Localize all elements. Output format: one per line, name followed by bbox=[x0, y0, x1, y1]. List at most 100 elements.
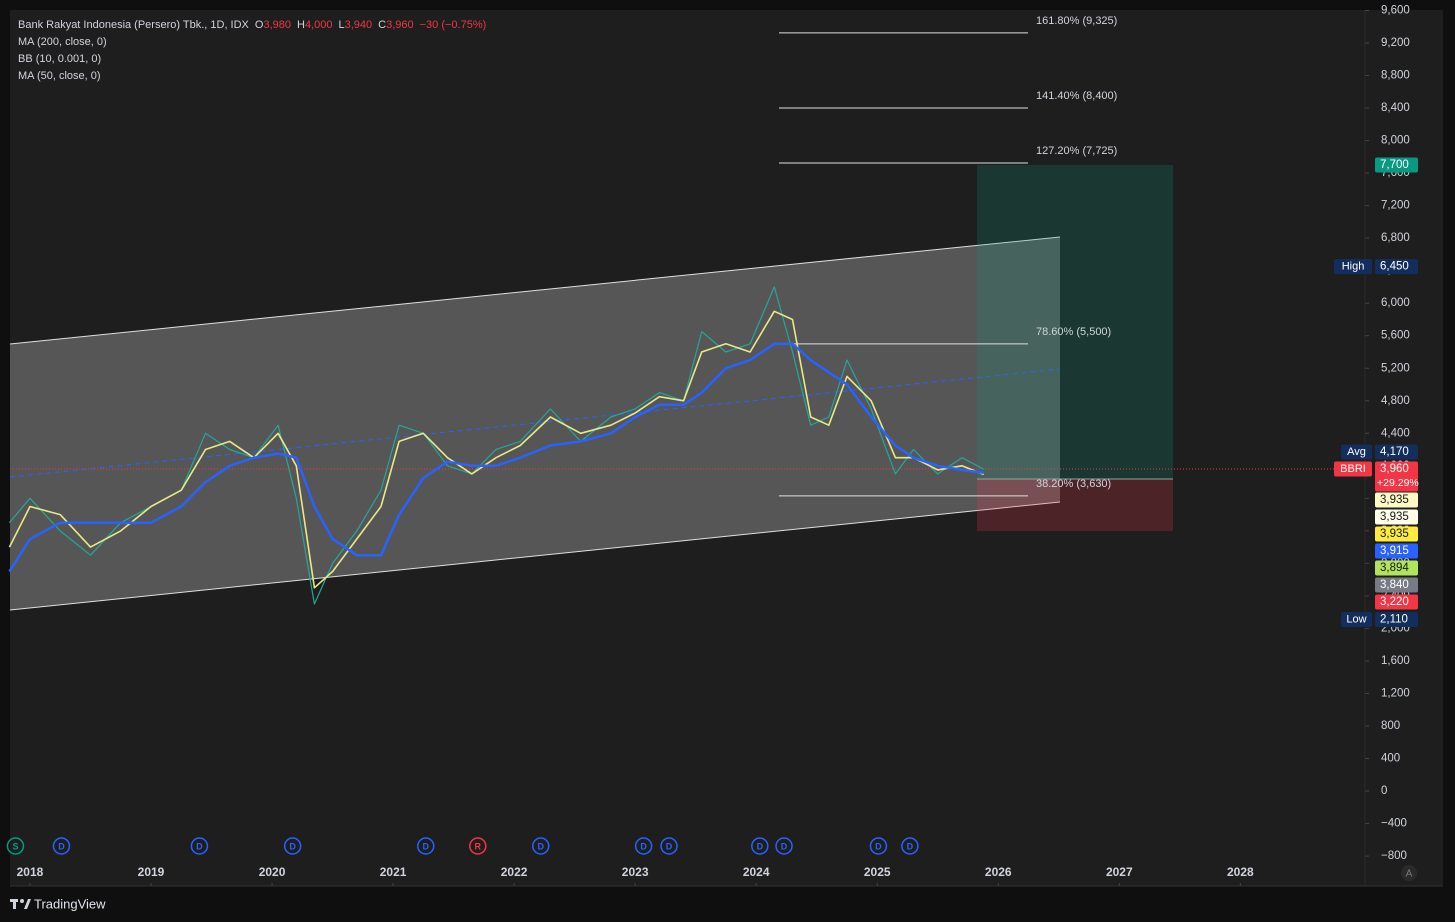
legend-text: C bbox=[378, 19, 386, 31]
series-line bbox=[8, 342, 984, 573]
y-tick-label: 5,600 bbox=[1381, 330, 1410, 342]
legend-line: Bank Rakyat Indonesia (Persero) Tbk., 1D… bbox=[18, 19, 486, 31]
price-tag-name: Low bbox=[1346, 613, 1366, 625]
x-tick-label: 2021 bbox=[380, 865, 407, 879]
indicator-tag bbox=[1375, 492, 1418, 508]
event-letter: D bbox=[757, 841, 764, 851]
x-tick-label: 2020 bbox=[259, 865, 286, 879]
price-tag-name: High bbox=[1342, 261, 1365, 273]
price-tag bbox=[1375, 259, 1418, 275]
indicator-tag bbox=[1375, 577, 1418, 593]
price-tag-value: 2,110 bbox=[1380, 614, 1408, 626]
legend-text: L bbox=[338, 19, 344, 31]
long-position-stop bbox=[977, 479, 1173, 531]
indicator-tag-value: 3,935 bbox=[1380, 528, 1409, 540]
legend: Bank Rakyat Indonesia (Persero) Tbk., 1D… bbox=[18, 19, 486, 31]
price-tag-name-bg bbox=[1341, 611, 1372, 627]
indicator-legend: BB (10, 0.001, 0) bbox=[18, 53, 101, 65]
price-tag-value: 4,170 bbox=[1380, 446, 1409, 458]
x-tick-label: 2022 bbox=[501, 865, 528, 879]
y-tick-label: 1,600 bbox=[1381, 655, 1410, 667]
parallel-channel bbox=[10, 237, 1060, 610]
y-tick-label: 8,400 bbox=[1381, 102, 1410, 114]
event-letter: D bbox=[640, 841, 647, 851]
y-tick-label: 8,800 bbox=[1381, 70, 1410, 82]
y-tick-label: 6,800 bbox=[1381, 232, 1410, 244]
logo-mark bbox=[24, 899, 31, 909]
series-line bbox=[8, 286, 984, 605]
event-letter: R bbox=[475, 841, 482, 851]
indicator-tag bbox=[1375, 509, 1418, 525]
indicator-tag bbox=[1375, 543, 1418, 559]
legend-text: 3,960 bbox=[386, 19, 414, 31]
price-tag-value: 7,700 bbox=[1380, 159, 1409, 171]
x-tick-label: 2024 bbox=[743, 865, 770, 879]
event-letter: D bbox=[289, 841, 296, 851]
indicator-tag bbox=[1375, 594, 1418, 610]
event-letter: D bbox=[907, 841, 914, 851]
event-letter: D bbox=[537, 841, 544, 851]
x-tick-label: 2025 bbox=[864, 865, 891, 879]
event-marker bbox=[775, 837, 793, 855]
event-marker bbox=[901, 837, 919, 855]
fib-label: 141.40% (8,400) bbox=[1036, 90, 1117, 102]
price-tag-value: 3,960 bbox=[1380, 463, 1409, 475]
indicator-tag bbox=[1375, 526, 1418, 542]
event-letter: D bbox=[875, 841, 882, 851]
channel-bottom bbox=[9, 501, 1061, 611]
price-tag bbox=[1375, 157, 1418, 173]
indicator-tag-value: 3,840 bbox=[1380, 579, 1409, 591]
event-marker bbox=[283, 837, 302, 855]
indicator-tag bbox=[1375, 560, 1418, 576]
pane bbox=[10, 10, 1443, 886]
y-tick-label: 4,400 bbox=[1381, 427, 1410, 439]
event-marker bbox=[417, 837, 435, 855]
indicator-tag-value: 3,935 bbox=[1380, 494, 1409, 506]
logo-mark bbox=[20, 899, 24, 903]
fib-label: 78.60% (5,500) bbox=[1036, 326, 1111, 338]
indicator-legend: MA (50, close, 0) bbox=[18, 70, 101, 82]
price-tag bbox=[1375, 611, 1418, 627]
x-tick-label: 2023 bbox=[622, 865, 649, 879]
y-tick-label: 6,000 bbox=[1381, 297, 1410, 309]
channel-top bbox=[9, 236, 1061, 345]
event-marker bbox=[52, 837, 71, 855]
y-tick-label: 0 bbox=[1381, 785, 1387, 797]
price-tag bbox=[1375, 444, 1418, 460]
x-tick-label: 2019 bbox=[138, 865, 165, 879]
event-marker bbox=[6, 837, 25, 855]
indicator-tag-value: 3,894 bbox=[1380, 562, 1409, 574]
auto-scale-label: A bbox=[1406, 869, 1413, 880]
legend-text: 3,940 bbox=[345, 19, 373, 31]
legend-text: O bbox=[255, 19, 264, 31]
event-letter: D bbox=[58, 841, 65, 851]
y-tick-label: 7,200 bbox=[1381, 200, 1410, 212]
legend-text: Bank Rakyat Indonesia (Persero) Tbk., 1D… bbox=[18, 19, 250, 31]
event-marker bbox=[634, 837, 653, 855]
y-tick-label: 8,000 bbox=[1381, 135, 1410, 147]
price-tag-name: BBRI bbox=[1340, 463, 1366, 475]
legend-text: −30 (−0.75%) bbox=[420, 19, 487, 31]
auto-scale-button[interactable] bbox=[1401, 865, 1417, 881]
x-tick-label: 2018 bbox=[17, 865, 44, 879]
price-tag-change: +29.29% bbox=[1377, 477, 1419, 489]
event-letter: S bbox=[12, 841, 18, 851]
indicator-tag-value: 3,220 bbox=[1380, 596, 1409, 608]
x-tick-label: 2027 bbox=[1106, 865, 1133, 879]
channel-middle bbox=[9, 368, 1061, 478]
legend-text: 3,980 bbox=[263, 19, 291, 31]
fib-label: 38.20% (3,630) bbox=[1036, 478, 1111, 490]
fib-label: 127.20% (7,725) bbox=[1036, 145, 1117, 157]
indicator-tag-value: 3,915 bbox=[1380, 545, 1409, 557]
event-marker bbox=[190, 837, 209, 855]
event-marker bbox=[531, 837, 550, 855]
event-letter: D bbox=[781, 841, 788, 851]
y-tick-label: 1,200 bbox=[1381, 687, 1410, 699]
event-marker bbox=[660, 837, 678, 855]
price-tag bbox=[1375, 461, 1418, 492]
legend-text: 4,000 bbox=[305, 19, 333, 31]
legend-text: H bbox=[297, 19, 305, 31]
y-tick-label: 800 bbox=[1381, 720, 1400, 732]
event-letter: D bbox=[196, 841, 203, 851]
